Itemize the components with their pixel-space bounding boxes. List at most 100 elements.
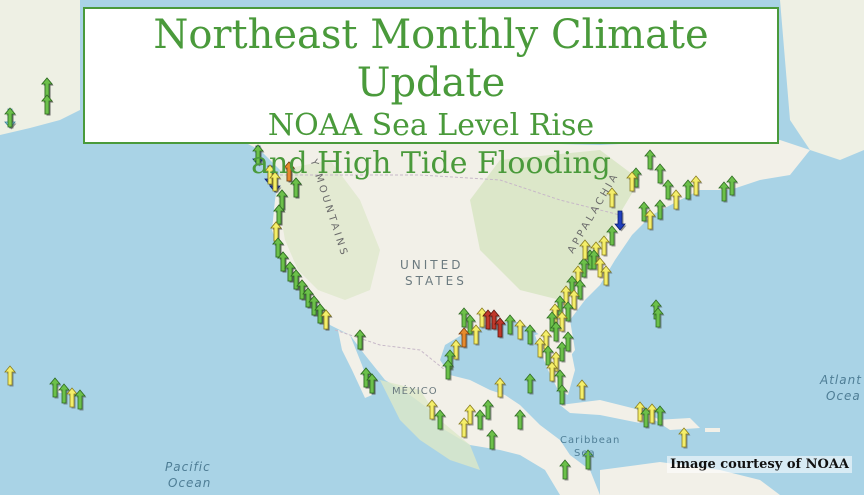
station-arrow-up-icon[interactable] [494, 317, 507, 339]
station-arrow-up-icon[interactable] [273, 204, 286, 226]
station-arrow-up-icon[interactable] [464, 404, 477, 426]
station-arrow-up-icon[interactable] [488, 309, 501, 331]
station-arrow-shape [682, 179, 694, 200]
station-arrow-up-icon[interactable] [690, 175, 703, 197]
station-arrow-shape [296, 279, 308, 300]
station-arrow-up-icon[interactable] [726, 175, 739, 197]
station-arrow-up-icon[interactable] [290, 177, 303, 199]
station-arrow-up-icon[interactable] [4, 107, 17, 129]
station-arrow-up-icon[interactable] [514, 409, 527, 431]
station-arrow-up-icon[interactable] [308, 295, 321, 317]
station-arrow-up-icon[interactable] [550, 321, 563, 343]
station-arrow-up-icon[interactable] [654, 199, 667, 221]
station-arrow-shape [524, 373, 536, 394]
station-arrow-up-icon[interactable] [474, 409, 487, 431]
station-arrow-up-icon[interactable] [283, 161, 296, 183]
station-arrow-up-icon[interactable] [546, 361, 559, 383]
station-arrow-up-icon[interactable] [578, 257, 591, 279]
station-arrow-up-icon[interactable] [542, 345, 555, 367]
station-arrow-up-icon[interactable] [272, 237, 285, 259]
station-arrow-up-icon[interactable] [302, 287, 315, 309]
station-arrow-shape [4, 365, 16, 386]
border-us-canada [275, 174, 621, 216]
station-arrow-up-icon[interactable] [654, 405, 667, 427]
station-arrow-up-icon[interactable] [290, 269, 303, 291]
station-arrow-up-icon[interactable] [670, 189, 683, 211]
station-arrow-up-icon[interactable] [524, 373, 537, 395]
station-arrow-up-icon[interactable] [579, 239, 592, 261]
station-arrow-up-icon[interactable] [524, 324, 537, 346]
station-arrow-up-icon[interactable] [252, 144, 265, 166]
station-arrow-up-icon[interactable] [504, 314, 517, 336]
station-arrow-up-icon[interactable] [296, 279, 309, 301]
station-arrow-up-icon[interactable] [320, 309, 333, 331]
station-arrow-up-icon[interactable] [354, 329, 367, 351]
station-arrow-up-icon[interactable] [718, 181, 731, 203]
station-arrow-up-icon[interactable] [588, 249, 601, 271]
station-arrow-up-icon[interactable] [562, 331, 575, 353]
station-arrow-up-icon[interactable] [576, 379, 589, 401]
station-arrow-up-icon[interactable] [49, 377, 62, 399]
station-arrow-up-icon[interactable] [638, 201, 651, 223]
station-arrow-up-icon[interactable] [470, 324, 483, 346]
station-arrow-up-icon[interactable] [284, 261, 297, 283]
land-south-america [600, 462, 780, 495]
station-arrow-shape [58, 383, 70, 404]
station-arrow-up-icon[interactable] [598, 235, 611, 257]
station-arrow-up-icon[interactable] [556, 311, 569, 333]
station-arrow-up-icon[interactable] [494, 377, 507, 399]
station-arrow-up-icon[interactable] [442, 359, 455, 381]
label-united: UNITED [400, 258, 464, 272]
station-arrow-up-icon[interactable] [600, 265, 613, 287]
land-hispaniola [655, 418, 700, 430]
station-arrow-up-icon[interactable] [450, 339, 463, 361]
station-arrow-shape [576, 379, 588, 400]
station-arrow-up-icon[interactable] [74, 389, 87, 411]
station-arrow-up-icon[interactable] [58, 383, 71, 405]
station-arrow-shape [594, 257, 606, 278]
station-arrow-up-icon[interactable] [562, 301, 575, 323]
station-arrow-shape [550, 321, 562, 342]
station-arrow-shape [314, 303, 326, 324]
station-arrow-up-icon[interactable] [458, 307, 471, 329]
station-arrow-up-icon[interactable] [514, 319, 527, 341]
station-arrow-up-icon[interactable] [574, 279, 587, 301]
station-arrow-up-icon[interactable] [652, 307, 665, 329]
station-arrow-up-icon[interactable] [626, 171, 639, 193]
station-arrow-up-icon[interactable] [654, 163, 667, 185]
station-arrow-up-icon[interactable] [644, 209, 657, 231]
land-cuba [560, 400, 660, 423]
station-arrow-up-icon[interactable] [41, 94, 54, 116]
station-arrow-shape [474, 409, 486, 430]
station-arrow-up-icon[interactable] [366, 373, 379, 395]
station-arrow-shape [638, 201, 650, 222]
station-arrow-down-icon[interactable] [614, 210, 627, 232]
station-arrow-up-icon[interactable] [269, 171, 282, 193]
station-arrow-up-icon[interactable] [678, 427, 691, 449]
station-arrow-shape [366, 373, 378, 394]
station-arrow-up-icon[interactable] [486, 429, 499, 451]
station-arrow-shape [579, 239, 591, 260]
station-arrow-up-icon[interactable] [594, 257, 607, 279]
station-arrow-up-icon[interactable] [662, 179, 675, 201]
station-arrow-up-icon[interactable] [482, 399, 495, 421]
station-arrow-up-icon[interactable] [582, 449, 595, 471]
station-arrow-up-icon[interactable] [458, 417, 471, 439]
label-atlantic: Atlant [820, 373, 862, 387]
station-arrow-up-icon[interactable] [606, 187, 619, 209]
station-arrow-shape [486, 429, 498, 450]
station-arrow-up-icon[interactable] [4, 365, 17, 387]
station-arrow-up-icon[interactable] [606, 225, 619, 247]
station-arrow-shape [442, 359, 454, 380]
station-arrow-up-icon[interactable] [556, 384, 569, 406]
station-arrow-up-icon[interactable] [682, 179, 695, 201]
station-arrow-up-icon[interactable] [426, 399, 439, 421]
station-arrow-up-icon[interactable] [644, 149, 657, 171]
station-arrow-up-icon[interactable] [458, 327, 471, 349]
station-arrow-up-icon[interactable] [559, 459, 572, 481]
station-arrow-up-icon[interactable] [534, 337, 547, 359]
station-arrow-up-icon[interactable] [277, 251, 290, 273]
station-arrow-shape [504, 314, 516, 335]
station-arrow-up-icon[interactable] [434, 409, 447, 431]
